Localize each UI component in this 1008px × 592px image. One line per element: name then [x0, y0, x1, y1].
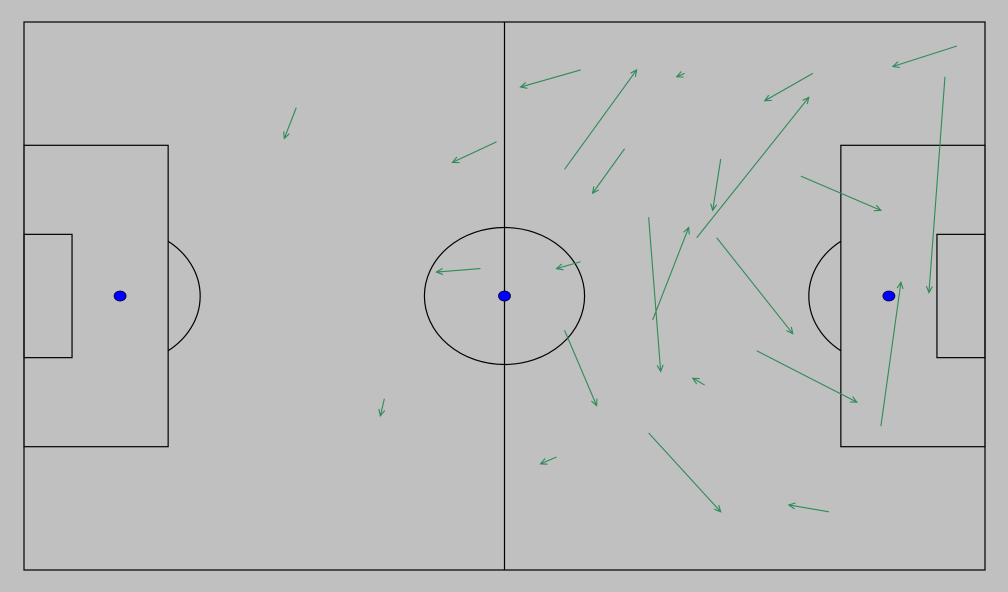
pass-arrow-shaft — [452, 141, 497, 163]
pass-arrow-head — [590, 398, 598, 407]
pass-arrow-head — [656, 364, 664, 373]
centre-circle — [423, 226, 586, 366]
pass-arrow-head — [896, 281, 904, 290]
left-six-yard-box — [23, 233, 73, 359]
pass-arrow — [591, 148, 626, 195]
pass-arrow — [378, 398, 386, 418]
pass-arrow-head — [539, 458, 548, 465]
pass-arrow — [539, 456, 557, 465]
pass-arrow-head — [891, 61, 900, 69]
pass-arrow-shaft — [520, 69, 581, 88]
pass-arrow-head — [925, 285, 933, 294]
pass-arrow-head — [786, 326, 794, 335]
pass-arrow-head — [630, 68, 638, 77]
pass-arrow — [691, 377, 705, 386]
pass-arrow — [648, 217, 664, 373]
pass-arrow — [763, 72, 814, 102]
pass-arrow-shaft — [283, 107, 297, 139]
pass-arrow — [710, 158, 722, 212]
pass-arrow-shaft — [880, 282, 902, 427]
pass-arrow — [756, 350, 858, 403]
pass-arrow-shaft — [436, 268, 481, 273]
pass-arrow-head — [714, 504, 722, 513]
pass-arrow-shaft — [556, 261, 581, 270]
pass-arrow-head — [435, 268, 444, 276]
pass-arrow — [283, 107, 297, 140]
pass-arrow-head — [555, 263, 564, 271]
pass-arrow — [925, 76, 946, 294]
pass-arrow — [648, 432, 722, 513]
pass-arrow-shaft — [800, 175, 882, 211]
pass-arrow-shaft — [928, 76, 946, 293]
pass-arrow — [891, 45, 958, 69]
pass-arrow — [800, 175, 883, 212]
pass-arrow-shaft — [648, 217, 662, 372]
pass-arrow — [675, 71, 685, 78]
centre-spot — [498, 290, 511, 302]
right-penalty-arc — [808, 240, 842, 352]
pass-arrow-shaft — [652, 227, 690, 321]
pass-arrow-head — [519, 82, 528, 89]
pass-arrow-head — [763, 94, 772, 102]
pass-arrow-shaft — [592, 148, 626, 194]
pass-arrow-shaft — [716, 237, 794, 335]
pass-arrow-shaft — [788, 504, 829, 513]
pass-arrow — [555, 261, 581, 271]
pass-arrow-head — [802, 96, 810, 105]
pass-arrow-shaft — [712, 158, 722, 211]
pass-arrow-shaft — [379, 398, 385, 417]
pass-arrow-head — [451, 156, 460, 164]
pass-arrow-head — [378, 408, 386, 418]
pass-arrow-shaft — [892, 45, 958, 68]
pass-arrow-head — [283, 131, 290, 140]
pass-arrow-shaft — [564, 330, 598, 406]
pass-arrow-shaft — [692, 377, 705, 386]
pass-arrow-head — [787, 502, 796, 510]
pass-arrow-shaft — [540, 456, 557, 465]
pass-arrow-shaft — [764, 72, 814, 102]
pass-arrow — [787, 502, 829, 513]
pitch-spots — [113, 290, 896, 302]
pass-arrow — [880, 281, 904, 427]
left-penalty-arc — [167, 240, 201, 352]
pass-arrow-shaft — [696, 97, 810, 239]
right-penalty-spot — [882, 290, 896, 302]
pass-arrow-shaft — [756, 350, 858, 403]
pass-arrow-head — [873, 204, 883, 212]
right-six-yard-box — [936, 233, 986, 359]
pass-arrow-shaft — [676, 72, 685, 78]
pass-arrow — [564, 330, 598, 407]
pass-arrow — [519, 69, 581, 89]
pass-arrow-head — [675, 71, 684, 78]
pass-arrow-shaft — [648, 432, 722, 513]
pass-arrow — [696, 96, 810, 239]
pass-arrows — [283, 45, 958, 513]
pass-arrow — [435, 268, 481, 276]
pass-arrow-head — [591, 186, 600, 195]
pass-arrow — [564, 68, 638, 170]
pass-arrow-head — [691, 377, 700, 385]
pass-arrow — [716, 237, 794, 335]
left-penalty-spot — [113, 290, 127, 302]
pass-arrow — [451, 141, 497, 164]
pass-arrow-shaft — [564, 69, 638, 170]
pass-arrow-head — [710, 203, 718, 212]
pass-arrow-head — [849, 396, 858, 403]
pass-arrow-head — [683, 226, 690, 235]
pass-arrow — [652, 226, 690, 321]
